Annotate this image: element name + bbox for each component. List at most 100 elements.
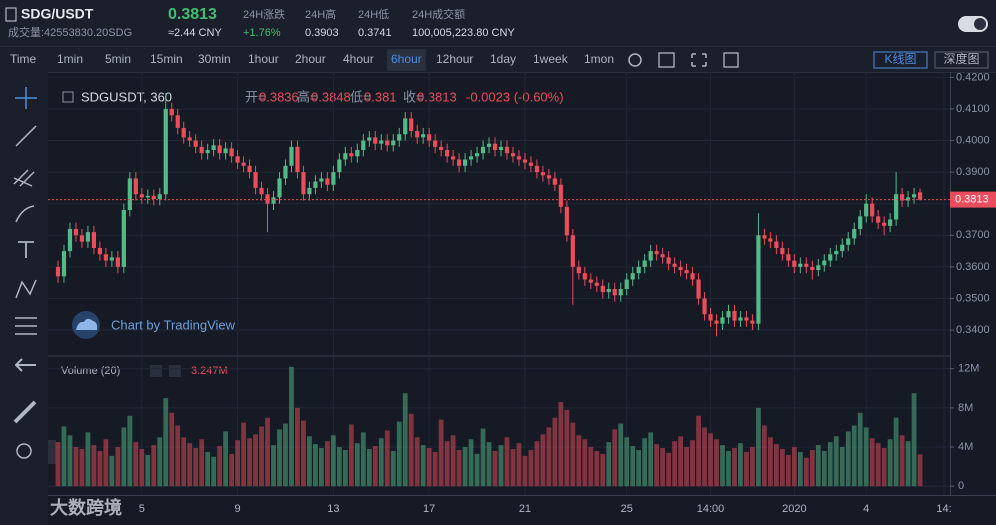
legend-label: 收= bbox=[403, 89, 424, 104]
candle-body bbox=[349, 153, 354, 157]
volume-bar bbox=[295, 407, 300, 487]
candle-body bbox=[133, 178, 138, 195]
candle-body bbox=[905, 197, 911, 201]
volume-bar bbox=[259, 426, 264, 487]
collapse-handle[interactable] bbox=[48, 440, 56, 464]
interval[interactable]: Time bbox=[10, 52, 37, 66]
indicator-icon[interactable] bbox=[658, 52, 675, 68]
candle-body bbox=[810, 266, 815, 271]
volume-bar bbox=[247, 438, 252, 487]
text-tool[interactable] bbox=[18, 241, 34, 258]
back-tool[interactable] bbox=[14, 358, 36, 372]
interval[interactable]: 6hour bbox=[391, 52, 422, 66]
x-tick-label: 4 bbox=[863, 503, 869, 515]
settings-icon[interactable] bbox=[628, 53, 642, 67]
ruler-tool[interactable] bbox=[13, 400, 37, 424]
volume-bar bbox=[911, 393, 917, 487]
candle-body bbox=[498, 146, 504, 151]
volume-bar bbox=[456, 449, 462, 487]
candle-body bbox=[606, 288, 611, 293]
tool-column bbox=[0, 72, 48, 525]
candle-body bbox=[876, 216, 881, 223]
close-btn[interactable] bbox=[169, 365, 181, 377]
candle-body bbox=[253, 172, 258, 188]
interval[interactable]: 2hour bbox=[295, 52, 326, 66]
candle-body bbox=[528, 162, 534, 166]
view-button[interactable] bbox=[934, 51, 989, 69]
volume-bar bbox=[151, 445, 157, 487]
volume-bar bbox=[157, 437, 163, 487]
interval[interactable]: 1week bbox=[533, 52, 569, 66]
candle-body bbox=[618, 288, 623, 296]
interval[interactable]: 1hour bbox=[248, 52, 279, 66]
x-tick-label: 14:00 bbox=[697, 503, 725, 515]
volume-bar bbox=[480, 428, 486, 487]
volume-bar bbox=[241, 422, 246, 487]
volume-bar bbox=[414, 437, 420, 487]
candle-body bbox=[690, 273, 695, 280]
settings-btn[interactable] bbox=[150, 365, 162, 377]
volume-bar bbox=[899, 435, 905, 487]
measure-tool[interactable] bbox=[15, 317, 37, 335]
volume-bar bbox=[223, 431, 229, 487]
volume-bar bbox=[163, 398, 169, 487]
volume-bar bbox=[450, 435, 456, 487]
interval[interactable]: 15min bbox=[150, 52, 183, 66]
candle-body bbox=[726, 311, 731, 318]
volume-bar bbox=[139, 449, 145, 487]
volume-bar bbox=[869, 438, 875, 487]
interval[interactable]: 1mon bbox=[584, 52, 614, 66]
candle-body bbox=[666, 257, 671, 264]
volume-bar bbox=[253, 434, 258, 487]
crosshair-tool[interactable] bbox=[15, 87, 37, 109]
cloud-icon bbox=[76, 318, 98, 330]
volume-bar bbox=[881, 448, 887, 487]
volume-bar bbox=[229, 453, 234, 487]
fib-tool[interactable] bbox=[13, 169, 35, 187]
interval[interactable]: 1day bbox=[490, 52, 516, 66]
candle-body bbox=[175, 115, 180, 128]
line-tool[interactable] bbox=[15, 125, 37, 147]
volume-bar bbox=[600, 453, 606, 487]
candle-body bbox=[193, 140, 198, 147]
interval[interactable]: 12hour bbox=[436, 52, 473, 66]
candle-body bbox=[331, 172, 336, 185]
legend-label: 低= bbox=[350, 89, 371, 104]
volume-bar bbox=[301, 420, 306, 487]
x-tick-label: 5 bbox=[139, 503, 145, 515]
fullscreen-icon[interactable] bbox=[691, 53, 707, 67]
candle-body bbox=[427, 134, 432, 141]
volume-bar bbox=[115, 447, 121, 487]
volume-bar bbox=[785, 454, 791, 487]
label: 24H低 bbox=[358, 8, 389, 21]
volume-bar bbox=[594, 450, 600, 487]
zoom-tool[interactable] bbox=[16, 443, 32, 459]
x-tick-label: 17 bbox=[423, 503, 435, 515]
volume-bar bbox=[289, 366, 294, 487]
save-icon[interactable] bbox=[723, 52, 739, 68]
candle-body bbox=[828, 254, 833, 261]
brush-tool[interactable] bbox=[15, 205, 35, 223]
volume-bar bbox=[438, 419, 444, 487]
volume-bar bbox=[708, 433, 713, 487]
volume-bar bbox=[324, 441, 330, 487]
label: 24H高 bbox=[305, 7, 336, 21]
candle-body bbox=[415, 131, 420, 138]
interval[interactable]: 1min bbox=[57, 52, 83, 66]
volume-bar bbox=[354, 443, 360, 487]
candle-body bbox=[576, 266, 581, 274]
pattern-tool[interactable] bbox=[15, 279, 37, 299]
volume-bar bbox=[887, 439, 893, 487]
candle-body bbox=[457, 159, 462, 166]
volume-bar bbox=[271, 445, 276, 487]
view-button[interactable] bbox=[873, 51, 928, 69]
interval[interactable]: 4hour bbox=[343, 52, 374, 66]
volume-tick-label: 4M bbox=[958, 441, 973, 453]
interval[interactable]: 30min bbox=[198, 52, 231, 66]
volume-bar bbox=[618, 423, 624, 487]
candle-body bbox=[750, 320, 755, 324]
candle-body bbox=[259, 187, 264, 195]
collapse-icon[interactable] bbox=[62, 91, 74, 103]
interval[interactable]: 5min bbox=[105, 52, 131, 66]
